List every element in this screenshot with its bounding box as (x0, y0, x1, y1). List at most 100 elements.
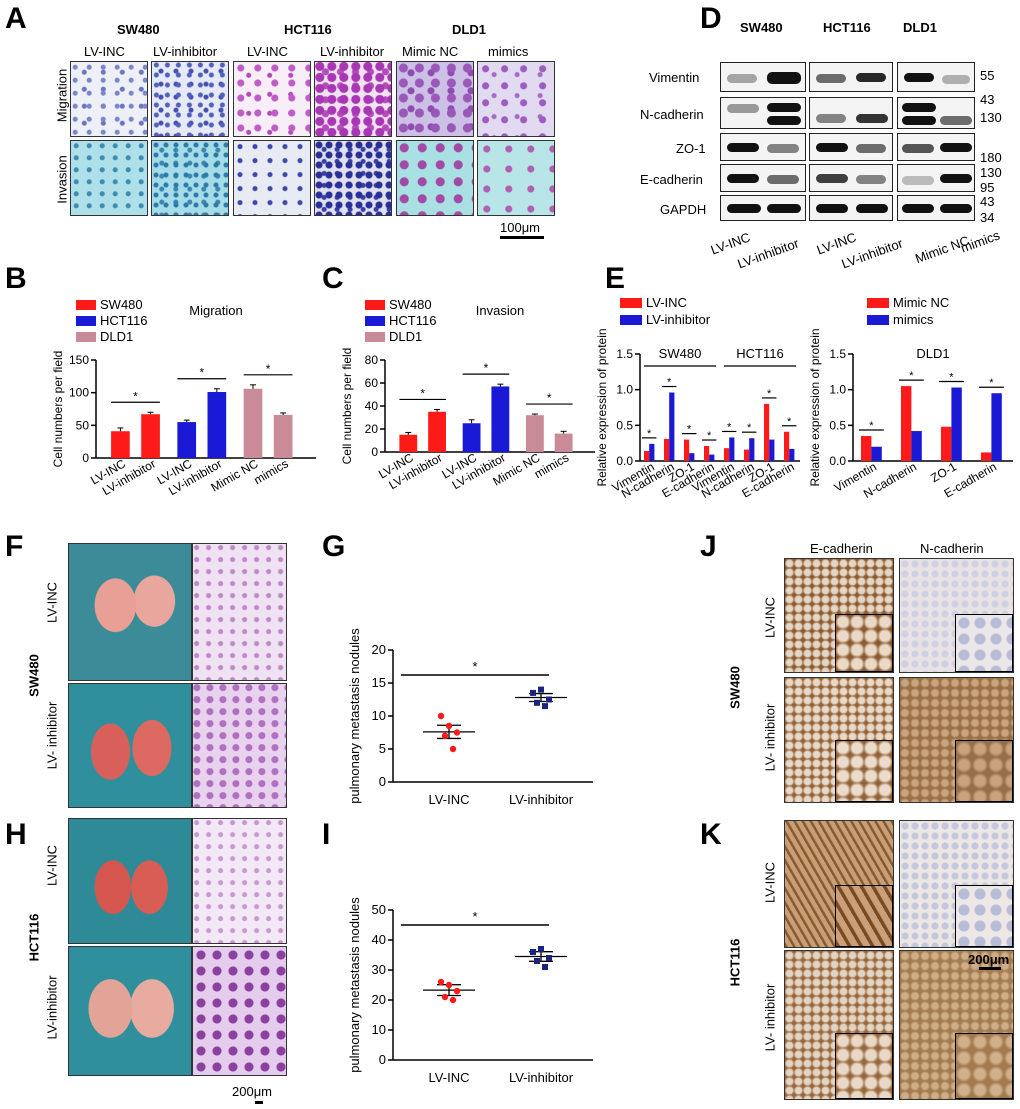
legend-swatch (365, 332, 385, 342)
ihc-sw480-lv-inc-e-cadherin (784, 558, 894, 673)
panel-label-i: I (322, 818, 331, 851)
micrograph-migration-dld1-mimics (477, 61, 555, 137)
mw-marker: 130 (980, 165, 1002, 180)
scale-bar-label: 100μm (500, 220, 541, 235)
cell-label-sw480: SW480 (117, 22, 160, 37)
legend-swatch (76, 316, 96, 326)
y-tick-label: 0 (371, 445, 378, 459)
bar (177, 422, 197, 458)
panel-label-c: C (322, 262, 344, 295)
micrograph-invasion-dld1-mimic-nc (396, 140, 474, 216)
micrograph-invasion-hct116-lv-inc (233, 140, 311, 216)
f-cell-label: SW480 (26, 654, 42, 697)
bar (749, 438, 755, 461)
x-tick-label: LV-inhibitor (509, 792, 574, 807)
mw-marker: 95 (980, 180, 995, 195)
sig-star: * (472, 659, 477, 674)
k-cell-label: HCT116 (727, 938, 743, 987)
chart-title: Migration (189, 303, 242, 318)
y-axis-label: Relative expression of protein (595, 328, 609, 486)
panel-label-b: B (5, 262, 27, 295)
group-label: SW480 (659, 346, 702, 361)
sig-star: * (747, 422, 752, 434)
cond-label: LV-inhibitor (153, 44, 218, 59)
legend-swatch (365, 300, 385, 310)
y-tick-label: 50 (372, 902, 386, 917)
mw-marker: 34 (980, 210, 995, 225)
h-row-label: LV-inhibitor (44, 975, 60, 1040)
legend-label: SW480 (100, 297, 143, 312)
data-point (441, 993, 449, 1001)
bar (981, 452, 992, 461)
y-tick-label: 0.0 (829, 454, 846, 468)
h-row-label: LV-INC (44, 845, 60, 886)
blot-zo1-dld1 (897, 133, 975, 161)
sig-star: * (869, 420, 874, 432)
legend-swatch (867, 298, 889, 308)
bar (243, 388, 263, 458)
bar (684, 439, 690, 461)
cell-label-hct116: HCT116 (284, 22, 332, 37)
legend-label: mimics (893, 312, 934, 327)
y-tick-label: 0.5 (616, 418, 633, 432)
y-tick-label: 150 (69, 353, 89, 367)
f-row-label: LV-INC (44, 582, 60, 623)
y-tick-label: 40 (372, 932, 386, 947)
data-point (453, 987, 461, 995)
lung-photo-hct116-lv-inhibitor (68, 946, 192, 1076)
ihc-sw480-lv-inhibitor-e-cadherin (784, 677, 894, 803)
j-cell-label: SW480 (727, 666, 743, 709)
bar (871, 446, 882, 461)
protein-label: E-cadherin (640, 172, 703, 187)
lung-photo-sw480-lv-inhibitor (68, 683, 192, 808)
sig-star: * (909, 370, 914, 382)
bar (769, 439, 775, 461)
mw-marker: 55 (980, 68, 995, 83)
bar (704, 446, 710, 461)
x-tick-label: LV-INC (429, 792, 470, 807)
blot-vimentin-sw480 (720, 62, 806, 92)
bar (462, 423, 481, 452)
lung-photo-sw480-lv-inc (68, 543, 192, 681)
mw-marker: 43 (980, 194, 995, 209)
y-tick-label: 10 (372, 708, 386, 723)
panel-label-g: G (322, 530, 346, 563)
bar (861, 436, 872, 461)
legend-swatch (365, 316, 385, 326)
data-point (449, 745, 457, 753)
sig-star: * (199, 366, 204, 380)
bar (111, 431, 130, 458)
f-row-label: LV- inhibitor (44, 701, 60, 770)
cond-label: LV-INC (84, 44, 125, 59)
ihc-hct116-lv-inhibitor-e-cadherin (784, 950, 894, 1100)
data-point (534, 958, 540, 964)
blot-gapdh-hct116 (809, 195, 893, 221)
sig-star: * (472, 909, 477, 924)
blot-n-cadherin-hct116 (809, 97, 893, 129)
he-stain-sw480-lv-inhibitor (192, 683, 287, 808)
j-row-label: LV-INC (762, 597, 778, 638)
panel-label-e: E (605, 262, 626, 295)
blot-cell-dld1: DLD1 (903, 20, 937, 35)
blot-gapdh-sw480 (720, 195, 806, 221)
protein-label: Vimentin (649, 70, 700, 85)
bar (525, 415, 544, 452)
legend-swatch (620, 298, 642, 308)
micrograph-invasion-hct116-lv-inhibitor (314, 140, 392, 216)
legend-label: LV-inhibitor (646, 312, 711, 327)
sig-star: * (667, 377, 672, 389)
y-tick-label: 60 (365, 376, 379, 390)
data-point (530, 949, 536, 955)
scale-bar-label: 200μm (968, 952, 1010, 967)
micrograph-invasion-sw480-lv-inhibitor (151, 140, 229, 216)
legend-swatch (76, 332, 96, 342)
y-tick-label: 1.0 (616, 383, 633, 397)
k-row-label: LV-INC (762, 862, 778, 903)
y-tick-label: 0 (379, 1052, 386, 1067)
legend-label: LV-INC (646, 295, 687, 310)
cell-label-dld1: DLD1 (452, 22, 486, 37)
j-row-label: LV- inhibitor (762, 703, 778, 772)
sig-star: * (133, 389, 138, 403)
bar (991, 393, 1002, 461)
chart-g-nodules-sw480: 0 5 10 15 20 pulmonary metastasis nodules LV-I… (347, 628, 593, 807)
